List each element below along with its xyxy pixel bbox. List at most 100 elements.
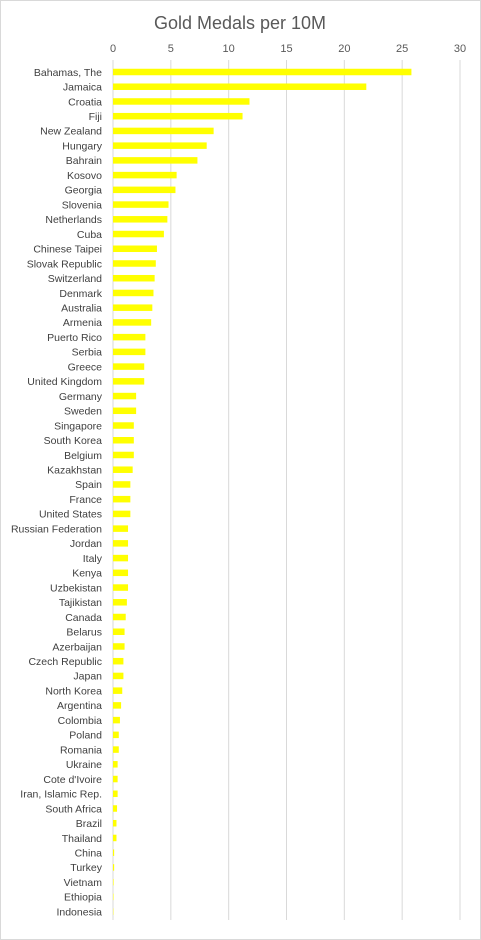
x-tick-label: 20 <box>338 43 350 55</box>
category-label: New Zealand <box>40 126 102 138</box>
category-label: Croatia <box>68 96 102 108</box>
bar <box>113 363 145 370</box>
bar <box>113 569 129 577</box>
category-label: Czech Republic <box>28 656 102 668</box>
bar <box>113 643 125 650</box>
category-label: Germany <box>59 391 103 403</box>
category-label: South Korea <box>44 435 103 447</box>
category-label: Uzbekistan <box>50 582 102 594</box>
category-label: Denmark <box>59 288 102 300</box>
bar <box>113 127 214 135</box>
category-label: Azerbaijan <box>52 641 102 653</box>
bar <box>113 466 133 473</box>
category-label: Netherlands <box>45 214 102 226</box>
bar <box>113 554 129 562</box>
category-label: Japan <box>73 671 102 683</box>
category-label: Ethiopia <box>64 892 102 904</box>
bar <box>113 83 367 90</box>
category-label: Slovak Republic <box>27 258 102 270</box>
bar <box>113 201 169 208</box>
bar <box>113 98 250 105</box>
bar <box>113 230 164 238</box>
bar <box>113 422 134 429</box>
category-label: United Kingdom <box>27 376 102 388</box>
bar <box>113 378 145 385</box>
bar <box>113 525 129 532</box>
x-tick-label: 10 <box>223 43 235 55</box>
category-label: Jordan <box>70 538 102 550</box>
x-tick-label: 25 <box>396 43 408 55</box>
bar <box>113 805 118 812</box>
category-label: Tajikistan <box>59 597 102 609</box>
bar <box>113 628 125 635</box>
bar <box>113 157 198 164</box>
bar <box>113 245 157 253</box>
category-label: Puerto Rico <box>47 332 102 344</box>
category-label: Iran, Islamic Rep. <box>20 789 102 801</box>
category-label: Georgia <box>65 185 103 197</box>
category-label: Hungary <box>62 140 102 152</box>
x-axis-ticks: 0 5 10 15 20 25 30 <box>110 43 466 55</box>
category-label: Chinese Taipei <box>33 244 102 256</box>
category-label: Ukraine <box>66 759 102 771</box>
category-label: Kazakhstan <box>47 465 102 477</box>
category-label: Kenya <box>72 568 102 580</box>
bar <box>113 437 134 444</box>
bar <box>113 142 207 149</box>
bar <box>113 731 119 739</box>
category-label: China <box>75 847 103 859</box>
bar <box>113 761 118 768</box>
category-label: Greece <box>68 361 103 373</box>
bar <box>113 849 115 856</box>
category-label: United States <box>39 509 102 521</box>
category-label: Cuba <box>77 229 102 241</box>
bar <box>113 68 412 76</box>
category-label: Turkey <box>70 862 102 874</box>
bar <box>113 274 155 282</box>
bar <box>113 687 123 694</box>
category-label: Kosovo <box>67 170 102 182</box>
category-label: Australia <box>61 302 102 314</box>
category-label: Vietnam <box>64 877 103 889</box>
x-tick-label: 15 <box>280 43 292 55</box>
category-label: Bahamas, The <box>34 67 102 79</box>
category-label: Bahrain <box>66 155 102 167</box>
category-label: Serbia <box>72 347 103 359</box>
bar <box>113 657 124 665</box>
bar <box>113 672 124 680</box>
x-tick-label: 5 <box>168 43 174 55</box>
category-label: Russian Federation <box>11 523 102 535</box>
bar <box>113 716 120 724</box>
category-label: Indonesia <box>56 906 102 918</box>
bar <box>113 819 117 827</box>
category-label: South Africa <box>45 803 102 815</box>
bar <box>113 864 115 871</box>
category-label: Armenia <box>63 317 102 329</box>
category-label: Sweden <box>64 406 102 418</box>
bars <box>113 68 412 915</box>
bar <box>113 451 134 459</box>
bar <box>113 112 243 120</box>
bar <box>113 348 146 356</box>
chart-title: Gold Medals per 10M <box>154 13 326 33</box>
bar <box>113 878 114 886</box>
category-labels: Bahamas, The Jamaica Croatia Fiji New Zealan… <box>11 67 103 919</box>
x-tick-label: 30 <box>454 43 466 55</box>
category-label: Switzerland <box>48 273 102 285</box>
category-label: Colombia <box>58 715 103 727</box>
bar <box>113 304 153 311</box>
category-label: Belarus <box>66 627 102 639</box>
bar <box>113 613 126 621</box>
bar <box>113 319 152 326</box>
bar <box>113 510 131 518</box>
bar <box>113 171 177 179</box>
bar <box>113 584 129 591</box>
category-label: North Korea <box>45 685 102 697</box>
category-label: France <box>69 494 102 506</box>
category-label: Singapore <box>54 420 102 432</box>
bar <box>113 746 119 753</box>
bar <box>113 186 176 194</box>
bar <box>113 392 137 400</box>
